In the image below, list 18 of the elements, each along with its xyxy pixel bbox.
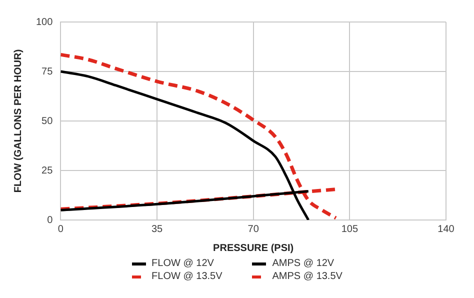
x-tick-label: 35: [151, 224, 164, 235]
x-tick-label: 105: [341, 224, 358, 235]
x-axis-title: PRESSURE (PSI): [213, 242, 294, 254]
legend-label: AMPS @ 13.5V: [272, 271, 342, 282]
legend-label: FLOW @ 13.5V: [152, 271, 222, 282]
y-tick-label: 50: [42, 116, 54, 127]
y-tick-label: 0: [47, 214, 54, 226]
x-tick-label: 140: [438, 224, 455, 235]
y-tick-label: 100: [36, 16, 54, 28]
x-tick-label: 70: [248, 224, 260, 235]
y-axis-title: FLOW (GALLONS PER HOUR): [12, 49, 24, 193]
line-series: [60, 70, 310, 220]
line-series: [60, 52, 338, 220]
x-tick-label: 0: [58, 224, 64, 235]
legend-label: AMPS @ 12V: [272, 258, 334, 269]
y-tick-label: 25: [42, 165, 54, 176]
legend-label: FLOW @ 12V: [152, 258, 214, 269]
y-tick-label: 75: [42, 66, 54, 78]
